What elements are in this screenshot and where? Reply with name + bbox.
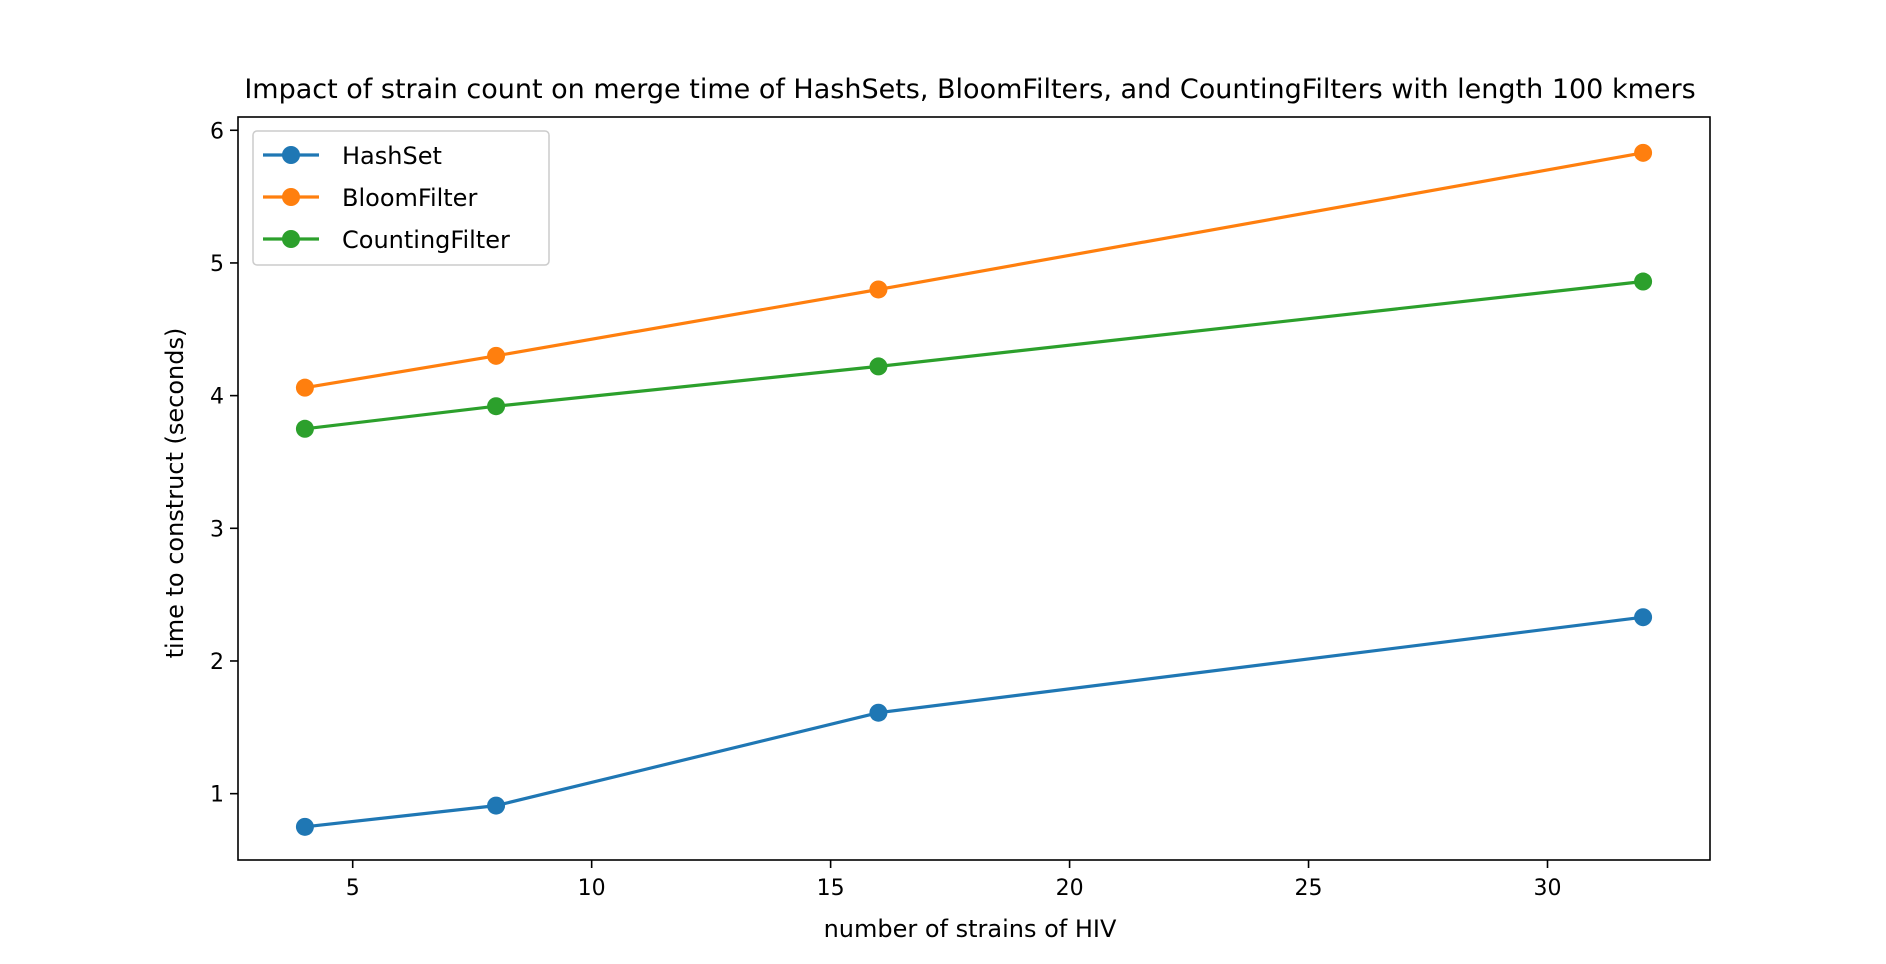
legend-box: [252, 130, 550, 266]
y-tick-label: 4: [210, 385, 224, 410]
bloomfilter-data-point: [487, 346, 506, 365]
legend: HashSet BloomFilter CountingFilter: [252, 130, 550, 266]
countingfilter-legend-marker: [282, 230, 300, 248]
plot-frame: [237, 116, 1711, 861]
x-tick-label: 5: [346, 876, 360, 901]
y-tick-label: 5: [210, 252, 224, 277]
hashset-data-point: [487, 796, 506, 815]
countingfilter-legend-label: CountingFilter: [342, 226, 510, 254]
bloomfilter-legend-marker: [282, 188, 300, 206]
y-tick-label: 3: [210, 517, 224, 542]
y-tick-label: 1: [210, 783, 224, 808]
x-tick-label: 15: [817, 876, 845, 901]
y-tick-label: 2: [210, 650, 224, 675]
x-tick-label: 30: [1534, 876, 1562, 901]
bloomfilter-data-point: [869, 280, 888, 299]
hashset-legend-marker: [282, 146, 300, 164]
chart-title: Impact of strain count on merge time of …: [244, 74, 1695, 105]
x-tick-label: 20: [1056, 876, 1084, 901]
x-tick-label: 10: [578, 876, 606, 901]
x-axis-label: number of strains of HIV: [824, 915, 1117, 943]
hashset-data-point: [1634, 608, 1653, 627]
bloomfilter-series-line: [303, 151, 1645, 390]
y-tick-label: 6: [210, 119, 224, 144]
x-tick-label: 25: [1295, 876, 1323, 901]
countingfilter-data-point: [295, 419, 314, 438]
hashset-data-point: [869, 703, 888, 722]
hashset-data-point: [295, 817, 314, 836]
plot-area: 5 10 15 20 25 30 1 2 3 4 5 6 HashSet BloomFilter Count…: [210, 116, 1711, 901]
bloomfilter-data-point: [1634, 143, 1653, 162]
hashset-legend-label: HashSet: [342, 142, 442, 170]
bloomfilter-data-point: [295, 378, 314, 397]
countingfilter-data-point: [487, 397, 506, 416]
countingfilter-series-line: [303, 279, 1645, 431]
hashset-series-line: [303, 615, 1645, 829]
countingfilter-data-point: [1634, 272, 1653, 291]
countingfilter-data-point: [869, 357, 888, 376]
bloomfilter-legend-label: BloomFilter: [342, 184, 477, 212]
y-axis-label: time to construct (seconds): [161, 328, 189, 659]
